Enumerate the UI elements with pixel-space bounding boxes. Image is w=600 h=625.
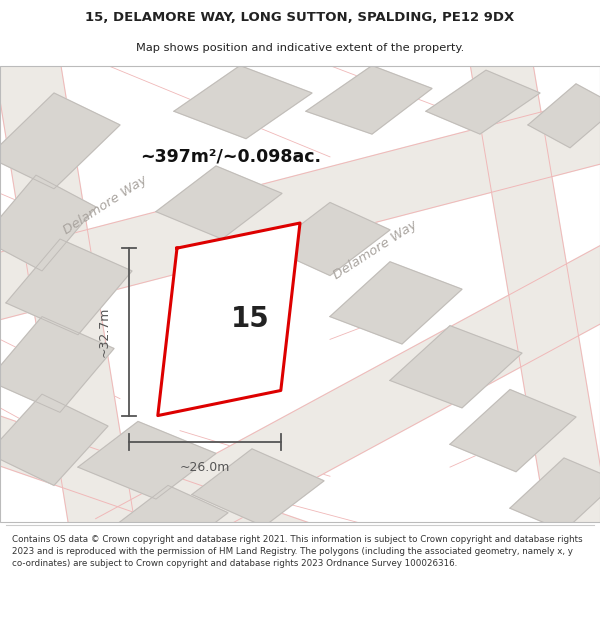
Polygon shape bbox=[156, 166, 282, 239]
Text: Delamore Way: Delamore Way bbox=[61, 173, 149, 237]
Text: ~32.7m: ~32.7m bbox=[97, 307, 110, 357]
Polygon shape bbox=[0, 93, 120, 189]
Polygon shape bbox=[390, 326, 522, 408]
Polygon shape bbox=[0, 175, 96, 271]
Text: ~26.0m: ~26.0m bbox=[180, 461, 230, 474]
Polygon shape bbox=[108, 486, 228, 558]
Polygon shape bbox=[0, 40, 138, 548]
Polygon shape bbox=[0, 316, 114, 412]
Polygon shape bbox=[0, 394, 108, 486]
Polygon shape bbox=[306, 66, 432, 134]
Text: 15: 15 bbox=[230, 305, 269, 333]
Polygon shape bbox=[78, 421, 216, 499]
Polygon shape bbox=[174, 66, 312, 139]
Polygon shape bbox=[450, 389, 576, 472]
Polygon shape bbox=[0, 92, 600, 324]
Polygon shape bbox=[467, 40, 600, 548]
Polygon shape bbox=[158, 223, 300, 416]
Polygon shape bbox=[270, 202, 390, 276]
Text: Delamore Way: Delamore Way bbox=[331, 219, 419, 282]
Polygon shape bbox=[0, 410, 313, 566]
Text: Map shows position and indicative extent of the property.: Map shows position and indicative extent… bbox=[136, 43, 464, 53]
Polygon shape bbox=[510, 458, 600, 531]
Polygon shape bbox=[95, 242, 600, 571]
Polygon shape bbox=[6, 239, 132, 335]
Text: Contains OS data © Crown copyright and database right 2021. This information is : Contains OS data © Crown copyright and d… bbox=[12, 535, 583, 568]
Polygon shape bbox=[426, 70, 540, 134]
Text: 15, DELAMORE WAY, LONG SUTTON, SPALDING, PE12 9DX: 15, DELAMORE WAY, LONG SUTTON, SPALDING,… bbox=[85, 11, 515, 24]
Polygon shape bbox=[192, 449, 324, 526]
Polygon shape bbox=[528, 84, 600, 148]
Polygon shape bbox=[330, 262, 462, 344]
Text: ~397m²/~0.098ac.: ~397m²/~0.098ac. bbox=[140, 148, 322, 166]
